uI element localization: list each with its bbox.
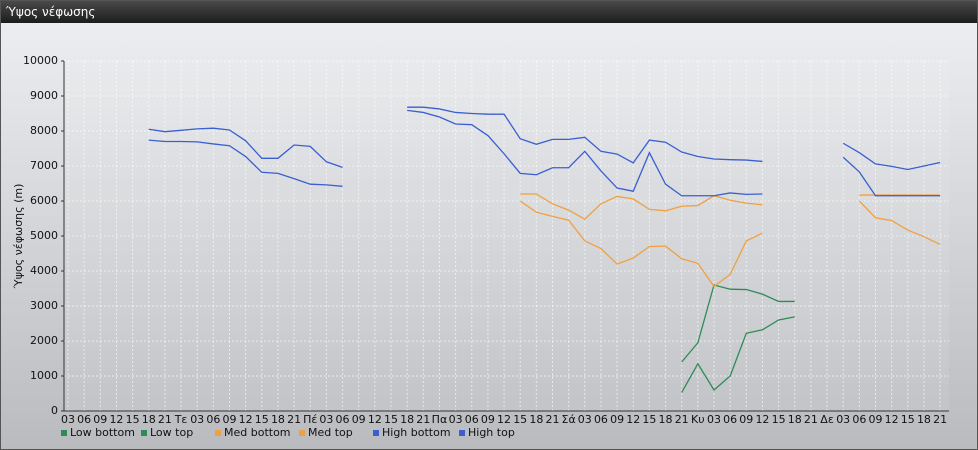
- x-tick-label: 12: [109, 413, 123, 426]
- x-tick-label: 06: [852, 413, 866, 426]
- x-tick-label: 12: [885, 413, 899, 426]
- x-tick-label: Κυ: [691, 413, 705, 426]
- y-tick-label: 8000: [30, 124, 58, 137]
- legend-swatch: [141, 430, 147, 436]
- x-tick-label: 12: [497, 413, 511, 426]
- y-tick-label: 10000: [23, 54, 58, 67]
- x-tick-label: 09: [869, 413, 883, 426]
- legend-label: High bottom: [382, 426, 451, 439]
- x-tick-label: 18: [917, 413, 931, 426]
- legend-label: Med top: [308, 426, 353, 439]
- x-tick-label: 09: [739, 413, 753, 426]
- x-tick-label: 06: [465, 413, 479, 426]
- x-tick-label: 12: [755, 413, 769, 426]
- legend-label: Low bottom: [70, 426, 135, 439]
- y-tick-label: 0: [51, 404, 58, 417]
- legend-swatch: [299, 430, 305, 436]
- y-tick-label: 1000: [30, 369, 58, 382]
- x-tick-label: 18: [271, 413, 285, 426]
- x-tick-label: 18: [659, 413, 673, 426]
- series-line: [148, 106, 941, 171]
- x-tick-label: 09: [610, 413, 624, 426]
- x-tick-label: 15: [255, 413, 269, 426]
- y-tick-label: 4000: [30, 264, 58, 277]
- legend-swatch: [61, 430, 67, 436]
- x-tick-label: 06: [336, 413, 350, 426]
- x-tick-label: 09: [93, 413, 107, 426]
- x-tick-label: 12: [239, 413, 253, 426]
- y-tick-label: 6000: [30, 194, 58, 207]
- x-tick-label: 15: [642, 413, 656, 426]
- x-tick-label: 21: [546, 413, 560, 426]
- x-tick-label: 18: [400, 413, 414, 426]
- x-tick-label: 03: [836, 413, 850, 426]
- x-tick-label: 03: [190, 413, 204, 426]
- x-tick-label: 15: [384, 413, 398, 426]
- x-tick-label: 15: [901, 413, 915, 426]
- x-tick-label: 12: [626, 413, 640, 426]
- x-tick-label: Δε: [820, 413, 834, 426]
- y-tick-label: 3000: [30, 299, 58, 312]
- series-line: [681, 284, 795, 363]
- series-line: [681, 316, 795, 393]
- x-tick-label: 06: [723, 413, 737, 426]
- x-tick-label: Πέ: [303, 413, 317, 426]
- x-tick-label: Τε: [174, 413, 188, 426]
- title-bar: Ύψος νέφωσης: [1, 1, 977, 23]
- x-tick-label: 15: [126, 413, 140, 426]
- legend-label: Med bottom: [224, 426, 291, 439]
- x-tick-label: 03: [319, 413, 333, 426]
- x-tick-label: 03: [707, 413, 721, 426]
- legend-label: Low top: [150, 426, 193, 439]
- x-tick-label: 12: [368, 413, 382, 426]
- legend-swatch: [373, 430, 379, 436]
- x-tick-label: 21: [158, 413, 172, 426]
- y-tick-label: 9000: [30, 89, 58, 102]
- legend-label: High top: [468, 426, 515, 439]
- x-tick-label: 21: [933, 413, 947, 426]
- legend-swatch: [215, 430, 221, 436]
- series-line: [520, 193, 941, 221]
- x-tick-label: 21: [675, 413, 689, 426]
- x-tick-label: 09: [223, 413, 237, 426]
- x-tick-label: Πα: [432, 413, 448, 426]
- x-tick-label: 21: [287, 413, 301, 426]
- y-tick-label: 5000: [30, 229, 58, 242]
- x-tick-label: 09: [481, 413, 495, 426]
- x-tick-label: 06: [594, 413, 608, 426]
- x-tick-label: 18: [788, 413, 802, 426]
- x-tick-label: 21: [804, 413, 818, 426]
- chart: 0 1000 2000 3000 4000 5000 6000 7000 8000 9000 100…: [12, 54, 949, 439]
- x-tick-label: 15: [772, 413, 786, 426]
- y-tick-label: 2000: [30, 334, 58, 347]
- y-tick-label: 7000: [30, 159, 58, 172]
- x-tick-label: 15: [513, 413, 527, 426]
- series-line: [148, 109, 941, 197]
- x-tick-label: 21: [416, 413, 430, 426]
- x-tick-label: 18: [529, 413, 543, 426]
- legend-swatch: [459, 430, 465, 436]
- y-axis-label: Ύψος νέφωσης (m): [12, 184, 25, 290]
- x-tick-label: Σά: [562, 413, 576, 426]
- x-tick-label: 03: [61, 413, 75, 426]
- x-tick-label: 06: [206, 413, 220, 426]
- x-tick-label: 06: [77, 413, 91, 426]
- x-tick-label: 03: [578, 413, 592, 426]
- series-line: [519, 200, 941, 288]
- x-tick-label: 09: [352, 413, 366, 426]
- x-tick-label: 18: [142, 413, 156, 426]
- x-tick-label: 03: [449, 413, 463, 426]
